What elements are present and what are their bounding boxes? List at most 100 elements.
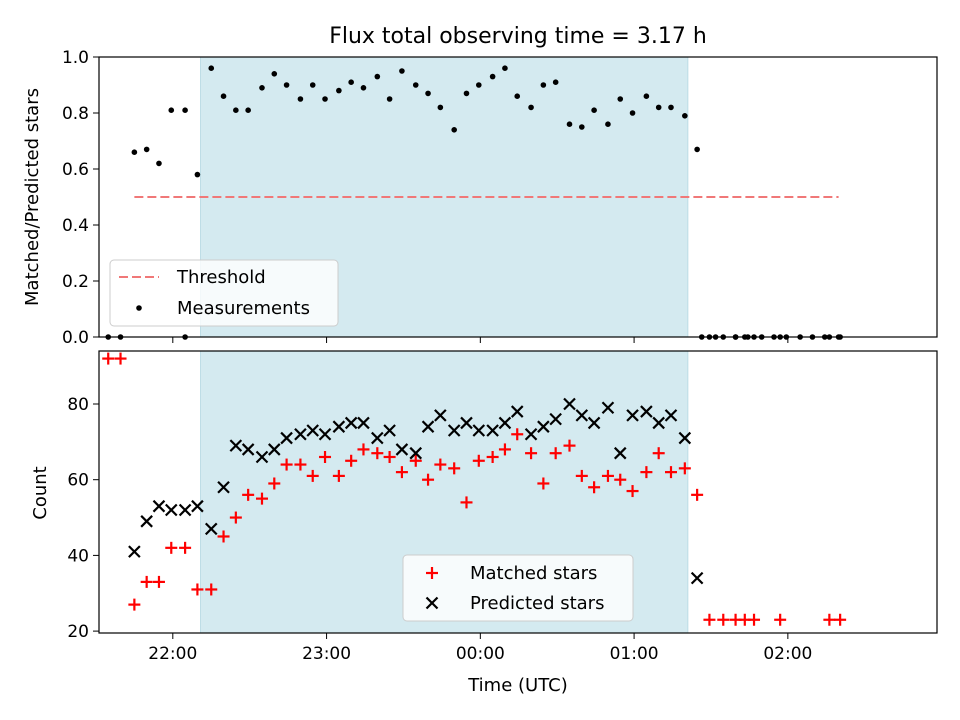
- measurement-point: [475, 82, 482, 88]
- measurement-point: [336, 87, 342, 94]
- predicted-star-point: [229, 439, 243, 452]
- matched-star-point: [268, 477, 281, 490]
- predicted-star-point: [318, 427, 332, 441]
- measurement-point: [751, 334, 757, 340]
- measurement-point: [698, 334, 705, 340]
- xtick-label: 22:00: [148, 644, 197, 664]
- matched-star-point: [191, 583, 204, 596]
- measurement-point: [837, 334, 843, 340]
- xlabel: Time (UTC): [467, 675, 568, 696]
- predicted-star-point: [549, 412, 562, 426]
- matched-star-point: [448, 462, 461, 475]
- predicted-star-point: [268, 443, 281, 456]
- measurement-point: [682, 113, 688, 119]
- predicted-star-point: [140, 515, 153, 528]
- measurement-point: [540, 82, 547, 88]
- xtick-label: 01:00: [610, 644, 659, 664]
- measurement-point: [156, 160, 162, 167]
- measurement-point: [629, 110, 636, 116]
- measurement-point: [617, 96, 624, 102]
- measurement-point: [245, 107, 251, 113]
- measurement-point: [182, 334, 188, 340]
- legend-matched-swatch: [426, 567, 438, 579]
- matched-star-point: [242, 488, 255, 501]
- measurement-point: [360, 85, 367, 91]
- matched-star-point: [575, 469, 588, 482]
- predicted-star-point: [640, 405, 653, 418]
- matched-star-point: [614, 473, 627, 486]
- matched-star-point: [652, 447, 665, 460]
- predicted-star-point: [486, 424, 499, 437]
- predicted-star-point: [510, 405, 524, 418]
- predicted-star-point: [575, 409, 589, 422]
- predicted-star-point: [395, 443, 409, 456]
- matched-star-point: [409, 454, 422, 467]
- matched-star-point: [486, 450, 499, 463]
- measurement-point: [552, 79, 559, 85]
- top-legend: Threshold Measurements: [109, 259, 339, 327]
- predicted-star-point: [255, 450, 269, 464]
- measurement-point: [348, 79, 354, 85]
- matched-star-point: [383, 450, 396, 463]
- bottom-ytick-label: 20: [67, 622, 89, 642]
- bottom-legend-box: [402, 554, 634, 622]
- predicted-star-point: [383, 424, 396, 437]
- measurement-point: [777, 334, 783, 340]
- top-ytick-label: 0.6: [62, 160, 89, 180]
- predicted-star-point: [332, 420, 346, 433]
- matched-star-point: [472, 454, 485, 467]
- measurement-point: [758, 334, 765, 340]
- measurement-point: [579, 124, 585, 130]
- predicted-star-point: [294, 427, 307, 441]
- top-ytick-label: 0.0: [62, 328, 89, 348]
- measurement-point: [143, 146, 150, 153]
- measurement-point: [821, 334, 828, 340]
- measurement-point: [591, 107, 597, 113]
- matched-star-point: [152, 575, 165, 588]
- measurement-point: [374, 73, 381, 80]
- matched-star-point: [255, 492, 268, 505]
- predicted-star-point: [204, 522, 218, 536]
- predicted-star-point: [152, 499, 166, 513]
- matched-star-point: [691, 488, 704, 501]
- matched-star-point: [525, 447, 538, 460]
- matched-star-point: [205, 583, 218, 596]
- predicted-star-point: [128, 545, 141, 558]
- matched-star-point: [703, 613, 716, 626]
- top-ytick-label: 0.2: [62, 272, 89, 292]
- measurement-point: [309, 82, 316, 88]
- measurement-point: [105, 334, 112, 340]
- chart-title: Flux total observing time = 3.17 h: [329, 24, 707, 49]
- predicted-star-point: [472, 424, 486, 437]
- predicted-star-point: [306, 424, 320, 437]
- measurement-point: [463, 90, 470, 97]
- matched-star-point: [678, 462, 691, 475]
- matched-star-point: [140, 575, 153, 588]
- top-legend-box: [109, 259, 339, 327]
- measurement-point: [117, 334, 124, 340]
- matched-star-point: [537, 477, 550, 490]
- predicted-star-point: [690, 571, 704, 585]
- legend-matched-label: Matched stars: [470, 563, 597, 584]
- predicted-star-point: [626, 409, 639, 422]
- predicted-star-point: [178, 503, 192, 517]
- measurement-point: [386, 96, 393, 102]
- measurement-point: [783, 334, 790, 340]
- measurement-point: [412, 82, 419, 88]
- measurement-point: [694, 146, 700, 153]
- matched-star-point: [601, 469, 614, 482]
- legend-predicted-swatch: [425, 596, 439, 610]
- predicted-star-point: [664, 409, 678, 422]
- matched-star-point: [179, 541, 192, 554]
- matched-star-point: [434, 458, 447, 471]
- predicted-star-point: [241, 443, 255, 456]
- measurement-point: [643, 93, 650, 99]
- measurement-point: [451, 127, 457, 133]
- matched-star-point: [460, 496, 473, 509]
- xtick-label: 02:00: [763, 644, 812, 664]
- matched-star-point: [280, 458, 293, 471]
- matched-star-point: [563, 439, 576, 452]
- legend-measurements-label: Measurements: [177, 298, 310, 319]
- bottom-axes-frame: [98, 350, 938, 634]
